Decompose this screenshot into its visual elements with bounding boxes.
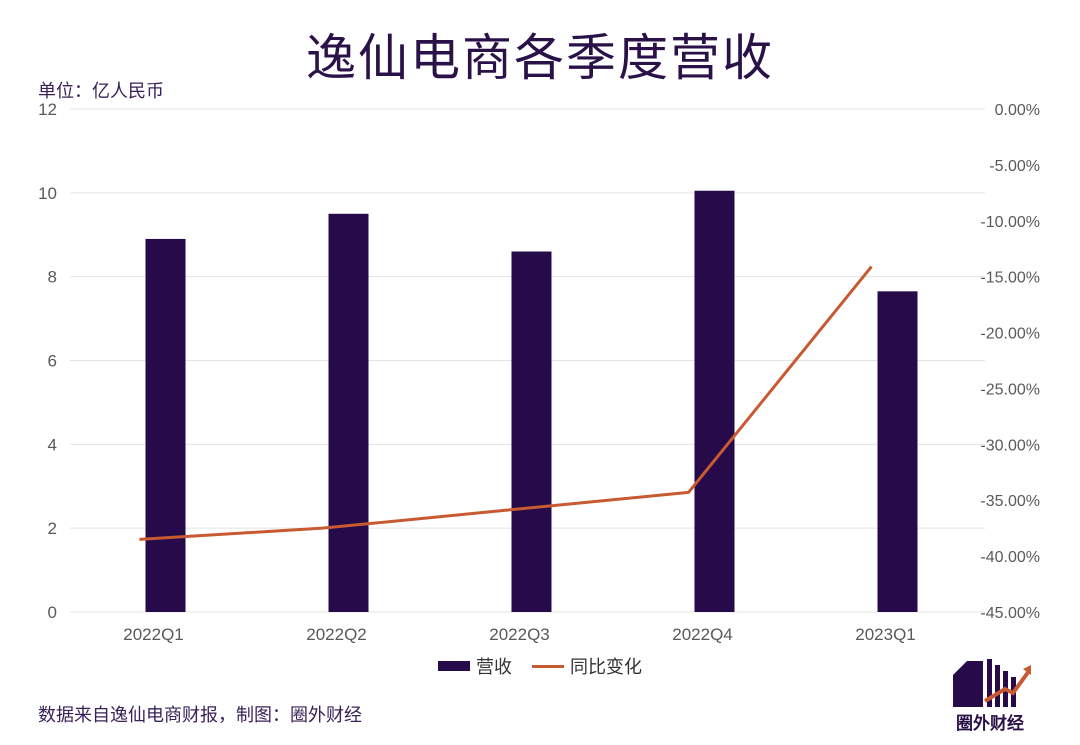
bar	[694, 190, 735, 613]
y-right-tick-label: -15.00%	[980, 270, 1040, 287]
x-tick-label: 2022Q4	[672, 625, 733, 644]
x-tick-label: 2022Q3	[489, 625, 550, 644]
bar	[145, 238, 186, 613]
bar	[328, 213, 369, 612]
x-tick-label: 2022Q1	[123, 625, 184, 644]
y-right-tick-label: -25.00%	[980, 381, 1040, 398]
y-left-tick-label: 12	[38, 100, 57, 119]
y-left-tick-label: 8	[48, 268, 57, 287]
legend-label-revenue: 营收	[476, 657, 512, 678]
y-right-tick-label: -40.00%	[980, 549, 1040, 566]
y-right-tick-label: -35.00%	[980, 493, 1040, 510]
chart-canvas: 0 2 4 6 8 10 12 0.00% -5.00% -10.00% -15.00% -20.00…	[38, 100, 1040, 644]
x-tick-label: 2022Q2	[306, 625, 367, 644]
legend-item-revenue: 营收	[438, 653, 512, 679]
logo-graphic-icon	[953, 659, 1031, 707]
unit-label: 单位：亿人民币	[38, 81, 164, 102]
bar	[511, 251, 552, 612]
y-right-tick-label: -30.00%	[980, 437, 1040, 454]
y-right-tick-label: -5.00%	[989, 158, 1040, 175]
legend-swatch-bar	[438, 661, 470, 671]
y-left-tick-label: 2	[48, 519, 57, 538]
legend-label-yoy: 同比变化	[570, 657, 642, 678]
y-right-tick-label: -20.00%	[980, 326, 1040, 343]
y-right-tick-label: -45.00%	[980, 605, 1040, 622]
chart-title: 逸仙电商各季度营收	[306, 29, 774, 87]
y-left-tick-label: 0	[48, 603, 57, 622]
source-note: 数据来自逸仙电商财报，制图：圈外财经	[38, 705, 362, 726]
legend: 营收 同比变化	[0, 653, 1080, 679]
y-left-tick-label: 6	[48, 352, 57, 371]
y-right-tick-label: -10.00%	[980, 214, 1040, 231]
y-right-tick-label: 0.00%	[995, 102, 1040, 119]
y-left-tick-label: 4	[48, 435, 57, 454]
y-left-tick-label: 10	[38, 184, 57, 203]
brand-logo: 圈外财经	[945, 655, 1035, 735]
yoy-line	[139, 265, 873, 541]
logo-text: 圈外财经	[956, 714, 1024, 734]
x-tick-label: 2023Q1	[855, 625, 916, 644]
bar	[877, 291, 918, 612]
legend-item-yoy: 同比变化	[532, 653, 642, 679]
legend-swatch-line	[532, 664, 564, 668]
